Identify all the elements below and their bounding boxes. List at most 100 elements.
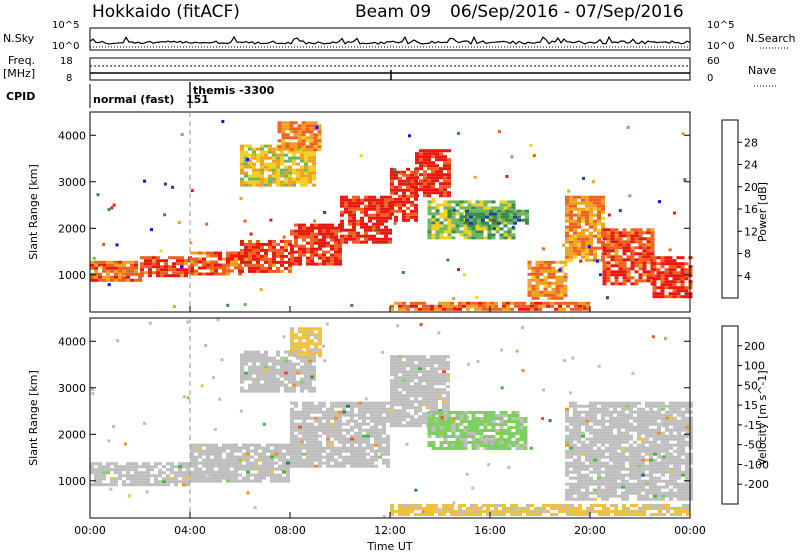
range-gate-cell [585,422,589,426]
range-gate-cell [613,401,617,405]
range-gate-cell [621,497,625,501]
range-gate-cell [310,342,314,346]
range-gate-cell [676,289,681,293]
range-gate-cell [473,212,477,216]
range-gate-cell [530,301,534,305]
range-gate-cell [534,307,538,311]
colorbar-frame [721,119,739,299]
range-gate-cell [313,136,318,140]
range-gate-cell [559,278,564,282]
range-gate-cell [294,437,298,441]
range-gate-cell [581,419,585,423]
range-gate-cell [577,476,581,480]
range-gate-cell [310,440,314,444]
noise-panel [89,27,691,51]
range-gate-cell [342,437,346,441]
range-gate-cell [439,215,444,219]
range-gate-cell [523,435,528,438]
range-gate-cell [352,222,356,226]
range-gate-cell [202,263,206,267]
range-gate-cell [376,228,380,232]
range-gate-cell [597,482,601,486]
range-gate-cell [278,467,282,471]
range-gate-cell [669,404,673,408]
range-gate-cell [477,215,481,219]
range-gate-cell [180,259,184,263]
range-gate-cell [435,149,439,153]
range-gate-cell [565,255,569,259]
range-gate-cell [578,301,582,305]
range-gate-cell [565,407,569,411]
range-gate-cell [443,423,448,426]
range-gate-cell [601,476,605,480]
range-gate-cell [539,260,544,264]
range-gate-cell [306,407,310,411]
range-gate-cell [348,198,352,202]
range-gate-cell [573,234,577,238]
range-gate-cell [146,462,150,466]
range-gate-cell [629,491,633,495]
range-gate-cell [577,461,581,465]
range-gate-cell [601,449,605,453]
range-gate-cell [581,461,585,465]
range-gate-cell [629,482,633,486]
range-gate-cell [605,401,609,405]
range-gate-cell [240,168,244,172]
range-gate-cell [426,385,430,389]
range-gate-cell [244,359,248,363]
range-gate-cell [565,464,569,468]
range-gate-cell [130,480,134,484]
range-gate-cell [418,367,422,371]
range-gate-cell [168,274,172,278]
range-gate-cell [214,446,218,450]
range-gate-cell [270,467,274,471]
range-gate-cell [629,404,633,408]
range-gate-cell [677,497,681,501]
range-gate-cell [602,246,607,250]
range-gate-cell [531,290,536,294]
range-gate-cell [414,301,418,305]
range-gate-cell [342,428,346,432]
range-gate-cell [451,420,456,423]
range-gate-cell [322,253,326,257]
range-gate-cell [422,385,426,389]
range-gate-cell [384,198,388,202]
range-gate-cell [306,431,310,435]
range-gate-cell [525,218,529,222]
range-gate-cell [362,446,366,450]
range-gate-cell [398,397,402,401]
range-gate-cell [621,464,625,468]
range-gate-cell [394,361,398,365]
range-gate-cell [573,404,577,408]
range-gate-cell [439,158,443,162]
range-gate-cell [313,127,318,131]
range-gate-cell [202,461,206,465]
range-gate-cell [507,435,512,438]
range-gate-cell [240,144,244,148]
range-gate-cell [286,464,290,468]
range-gate-cell [475,426,480,429]
range-gate-cell [398,185,402,189]
range-gate-cell [439,176,443,180]
range-gate-cell [669,437,673,441]
range-gate-cell [370,404,374,408]
range-gate-cell [248,254,252,258]
range-gate-cell [252,254,256,258]
range-gate-cell [376,198,380,202]
range-gate-cell [234,263,238,267]
range-gate-cell [370,416,374,420]
range-gate-cell [589,425,593,429]
range-gate-cell [589,401,593,405]
range-gate-cell [479,420,484,423]
range-gate-cell [152,256,156,260]
range-gate-cell [178,465,182,469]
range-gate-cell [577,491,581,495]
range-gate-cell [256,171,260,175]
range-gate-cell [194,467,198,471]
range-gate-cell [98,275,102,279]
range-gate-cell [585,255,589,259]
range-gate-cell [483,414,488,417]
range-gate-cell [523,420,528,423]
range-gate-cell [309,148,314,152]
range-gate-cell [390,355,394,359]
